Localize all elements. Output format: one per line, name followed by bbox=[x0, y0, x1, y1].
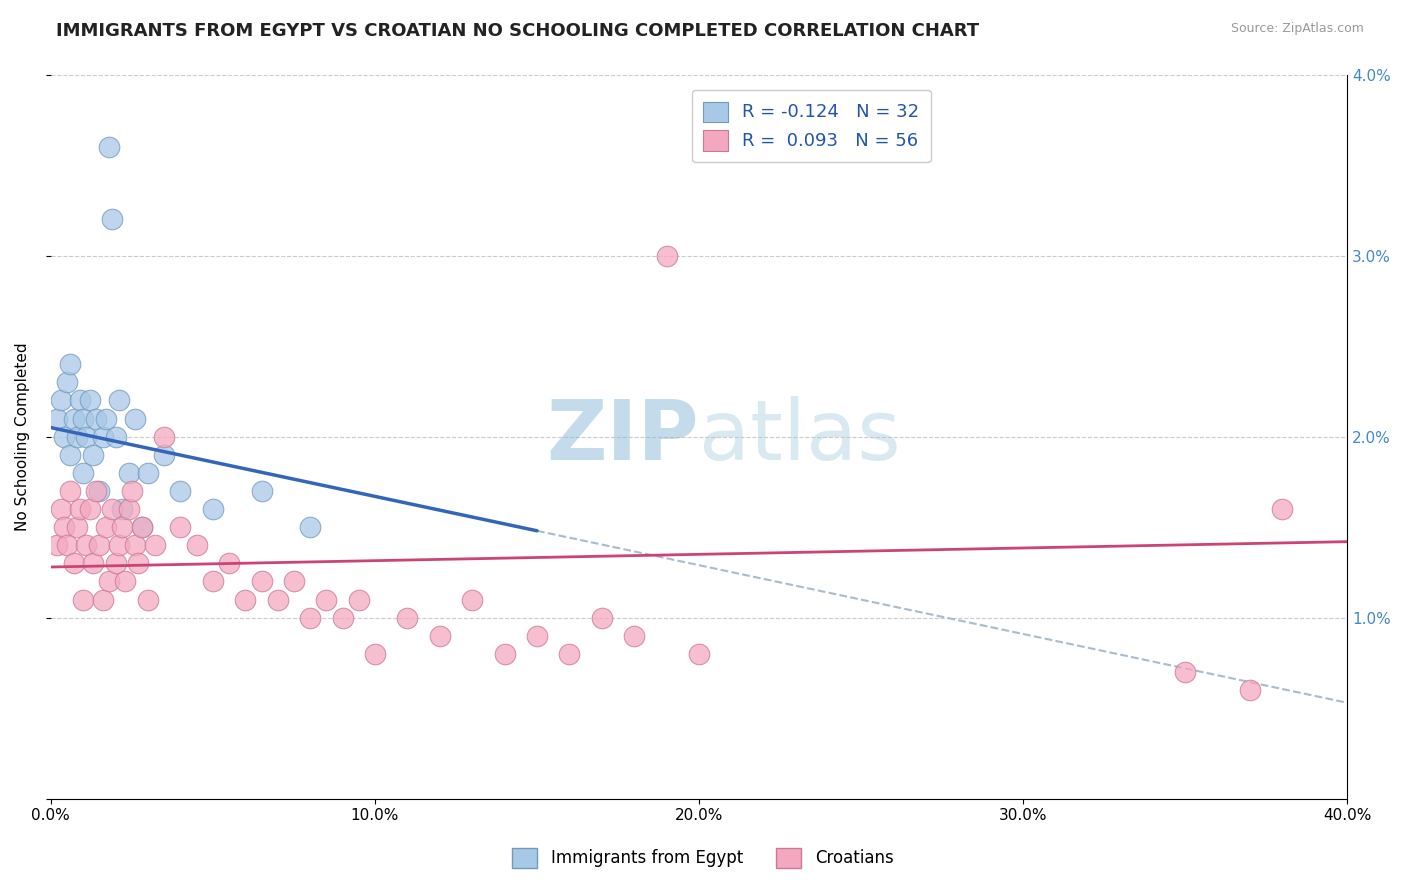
Point bbox=[104, 557, 127, 571]
Point bbox=[91, 592, 114, 607]
Point bbox=[283, 574, 305, 589]
Point bbox=[56, 376, 79, 390]
Point bbox=[66, 430, 89, 444]
Point bbox=[250, 483, 273, 498]
Point bbox=[59, 483, 82, 498]
Point bbox=[153, 448, 176, 462]
Legend: R = -0.124   N = 32, R =  0.093   N = 56: R = -0.124 N = 32, R = 0.093 N = 56 bbox=[692, 90, 931, 162]
Point bbox=[591, 610, 613, 624]
Point bbox=[461, 592, 484, 607]
Point bbox=[623, 629, 645, 643]
Legend: Immigrants from Egypt, Croatians: Immigrants from Egypt, Croatians bbox=[506, 841, 900, 875]
Point bbox=[94, 520, 117, 534]
Point bbox=[82, 448, 104, 462]
Point bbox=[89, 538, 111, 552]
Point bbox=[89, 483, 111, 498]
Text: ZIP: ZIP bbox=[547, 396, 699, 477]
Point bbox=[49, 393, 72, 408]
Point bbox=[59, 357, 82, 371]
Point bbox=[136, 592, 159, 607]
Point bbox=[76, 430, 98, 444]
Point bbox=[299, 520, 322, 534]
Point bbox=[153, 430, 176, 444]
Point bbox=[201, 502, 224, 516]
Point bbox=[364, 647, 387, 661]
Point bbox=[98, 140, 121, 154]
Point bbox=[79, 393, 101, 408]
Point bbox=[108, 538, 131, 552]
Point bbox=[72, 466, 94, 480]
Point bbox=[46, 411, 69, 425]
Point bbox=[59, 448, 82, 462]
Text: atlas: atlas bbox=[699, 396, 901, 477]
Point bbox=[267, 592, 290, 607]
Point bbox=[94, 411, 117, 425]
Point bbox=[526, 629, 548, 643]
Point bbox=[429, 629, 451, 643]
Point bbox=[121, 483, 143, 498]
Point bbox=[233, 592, 256, 607]
Point bbox=[98, 574, 121, 589]
Point bbox=[84, 483, 107, 498]
Point bbox=[124, 411, 146, 425]
Point bbox=[52, 430, 75, 444]
Point bbox=[66, 520, 89, 534]
Point bbox=[1174, 665, 1197, 679]
Y-axis label: No Schooling Completed: No Schooling Completed bbox=[15, 343, 30, 531]
Point bbox=[49, 502, 72, 516]
Point bbox=[117, 466, 139, 480]
Point bbox=[84, 411, 107, 425]
Point bbox=[114, 574, 136, 589]
Point bbox=[82, 557, 104, 571]
Point bbox=[1271, 502, 1294, 516]
Text: Source: ZipAtlas.com: Source: ZipAtlas.com bbox=[1230, 22, 1364, 36]
Point bbox=[72, 411, 94, 425]
Point bbox=[494, 647, 516, 661]
Point bbox=[117, 502, 139, 516]
Point bbox=[201, 574, 224, 589]
Point bbox=[655, 249, 678, 263]
Point bbox=[169, 520, 191, 534]
Point bbox=[62, 411, 84, 425]
Point bbox=[79, 502, 101, 516]
Point bbox=[124, 538, 146, 552]
Point bbox=[76, 538, 98, 552]
Point bbox=[72, 592, 94, 607]
Point bbox=[52, 520, 75, 534]
Point bbox=[218, 557, 240, 571]
Point bbox=[347, 592, 370, 607]
Point bbox=[101, 502, 124, 516]
Point bbox=[688, 647, 710, 661]
Point bbox=[111, 502, 134, 516]
Point bbox=[332, 610, 354, 624]
Point bbox=[62, 557, 84, 571]
Point bbox=[558, 647, 581, 661]
Point bbox=[108, 393, 131, 408]
Point bbox=[143, 538, 166, 552]
Point bbox=[131, 520, 153, 534]
Point bbox=[169, 483, 191, 498]
Point bbox=[315, 592, 337, 607]
Point bbox=[127, 557, 149, 571]
Point bbox=[101, 212, 124, 227]
Point bbox=[136, 466, 159, 480]
Point bbox=[131, 520, 153, 534]
Point bbox=[299, 610, 322, 624]
Point bbox=[1239, 683, 1261, 698]
Point bbox=[91, 430, 114, 444]
Point bbox=[186, 538, 208, 552]
Point bbox=[69, 502, 91, 516]
Point bbox=[104, 430, 127, 444]
Point bbox=[69, 393, 91, 408]
Point bbox=[46, 538, 69, 552]
Text: IMMIGRANTS FROM EGYPT VS CROATIAN NO SCHOOLING COMPLETED CORRELATION CHART: IMMIGRANTS FROM EGYPT VS CROATIAN NO SCH… bbox=[56, 22, 980, 40]
Point bbox=[396, 610, 419, 624]
Point bbox=[56, 538, 79, 552]
Point bbox=[111, 520, 134, 534]
Point bbox=[250, 574, 273, 589]
